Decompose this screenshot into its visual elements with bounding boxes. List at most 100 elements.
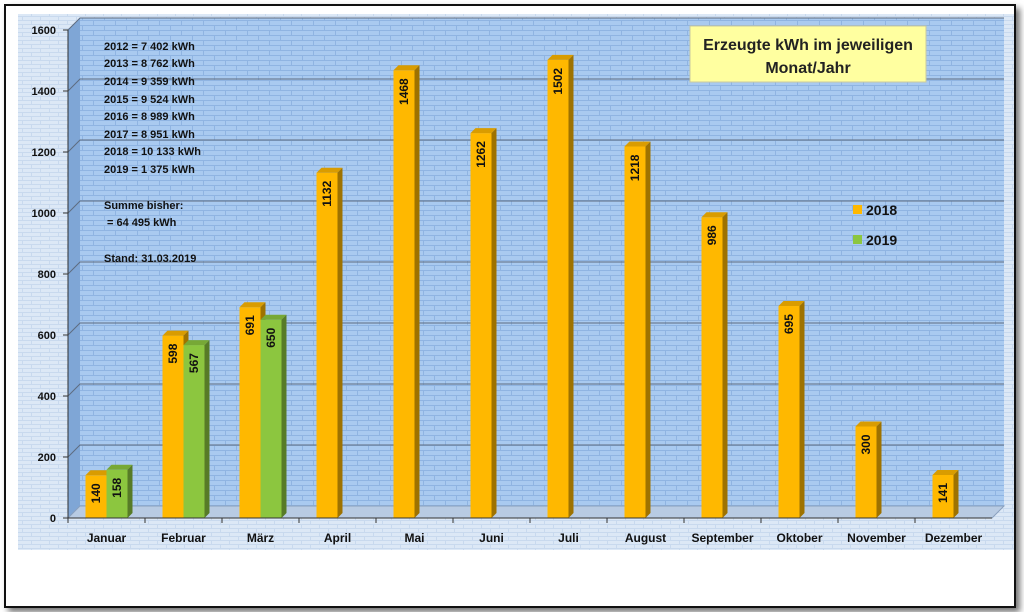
bar-side [127,464,133,518]
legend: 2018 2019 [853,202,897,248]
x-tick-label: Juli [558,531,579,545]
y-tick-label: 0 [50,513,56,525]
bar-front [162,335,184,518]
info-line: 2014 = 9 359 kWh [104,76,195,88]
bar-value-label: 1132 [320,180,334,206]
bar-value-label: 650 [264,327,278,347]
chart-title-box: Erzeugte kWh im jeweiligen Monat/Jahr [689,25,927,83]
y-tick-label: 1000 [32,208,56,220]
bar-2018: 141 [932,469,959,518]
bar-top [470,128,497,134]
bar-top [855,421,882,427]
bar-2018: 300 [855,421,882,518]
bar-front [547,59,569,518]
bar-2018: 1132 [316,167,343,519]
y-tick-label: 200 [38,452,56,464]
info-line: 2018 = 10 133 kWh [104,146,201,158]
y-tick-label: 400 [38,391,56,403]
y-tick-label: 1400 [32,86,56,98]
x-tick-label: November [847,531,906,545]
gridline [67,200,1004,214]
chart-title-line-2: Monat/Jahr [765,60,850,77]
x-tick-label: Dezember [925,531,983,545]
bar-2018: 1218 [624,141,651,518]
bar-2018: 1262 [470,128,497,518]
bar-2018: 1502 [547,54,574,518]
bar-value-label: 986 [705,225,719,245]
bars: 140 158 598 567 691 650 1132 1468 1262 1502 1218 98… [85,54,959,519]
info-block: 2012 = 7 402 kWh 2013 = 8 762 kWh 2014 =… [104,41,201,265]
bar-value-label: 140 [89,483,103,503]
gridline [67,261,1004,275]
bar-top [393,65,420,71]
bar-side [568,54,574,518]
info-line: 2013 = 8 762 kWh [104,58,195,70]
bar-front [85,475,107,518]
bar-side [722,212,728,518]
bar-top [106,464,133,470]
info-line: 2019 = 1 375 kWh [104,164,195,176]
x-tick-label: April [324,531,351,545]
bar-front [855,426,877,518]
info-line: 2015 = 9 524 kWh [104,94,195,106]
bar-2018: 695 [778,301,805,518]
bar-front [932,474,954,518]
bar-top [624,141,651,147]
bar-top [162,330,189,336]
gridline [67,17,1004,31]
bar-side [799,301,805,518]
chart-title-line-1: Erzeugte kWh im jeweiligen [703,37,913,54]
bar-side [953,469,959,518]
bar-2019: 158 [106,464,133,518]
bar-top [239,302,266,308]
bar-top [85,470,112,476]
legend-swatch-2018 [853,205,862,214]
gridline [67,444,1004,458]
bar-2019: 650 [260,314,287,518]
x-tick-label: Oktober [776,531,822,545]
sum-value: = 64 495 kWh [107,217,177,229]
bar-front [393,70,415,518]
bar-front [260,319,282,518]
bar-front [239,307,261,518]
bar-top [932,469,959,475]
bar-value-label: 141 [936,483,950,503]
y-tick-label: 1600 [32,25,56,37]
bar-side [281,314,287,518]
sum-label: Summe bisher: [104,200,183,212]
x-axis: Januar Februar März April Mai Juni Juli August S… [67,517,992,545]
legend-swatch-2019 [853,235,862,244]
bar-top [547,54,574,60]
y-tick-label: 600 [38,330,56,342]
bar-side [204,340,210,518]
bar-value-label: 567 [187,353,201,373]
x-tick-label: August [625,531,666,545]
bar-side [876,421,882,518]
stand-date: Stand: 31.03.2019 [104,253,196,265]
info-line: 2016 = 8 989 kWh [104,111,195,123]
gridline [67,139,1004,153]
bar-value-label: 695 [782,314,796,334]
bar-side [645,141,651,518]
x-tick-label: Februar [161,531,206,545]
bar-front [183,345,205,518]
bar-top [183,340,210,346]
info-line: 2017 = 8 951 kWh [104,129,195,141]
bar-2018: 1468 [393,65,420,518]
bar-front [470,133,492,518]
bar-value-label: 1218 [628,154,642,181]
bar-2019: 567 [183,340,210,518]
bar-side [337,167,343,519]
x-tick-label: Mai [404,531,424,545]
bar-front [778,306,800,518]
legend-label-2019: 2019 [866,232,897,248]
bar-side [414,65,420,518]
y-tick-label: 1200 [32,147,56,159]
bar-value-label: 1468 [397,78,411,105]
bar-value-label: 300 [859,434,873,454]
y-tick-label: 800 [38,269,56,281]
bar-value-label: 691 [243,315,257,335]
bar-value-label: 598 [166,343,180,363]
x-tick-label: März [247,531,274,545]
